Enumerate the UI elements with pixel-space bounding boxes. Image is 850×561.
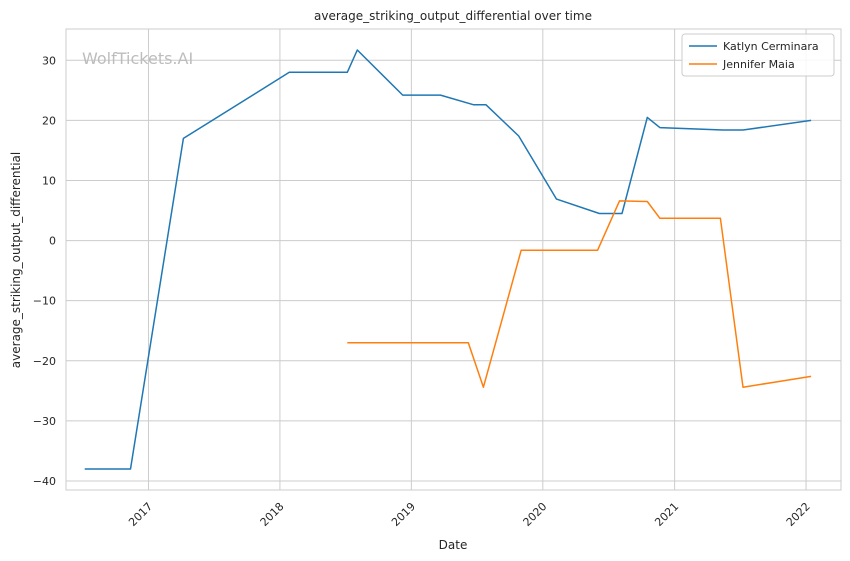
x-tick-label: 2017 [126, 500, 155, 529]
tick-labels: 30 20 10 0 −10 −20 −30 −40 2017 2018 2019 2020 2021 2… [33, 54, 813, 529]
x-tick-label: 2021 [652, 500, 681, 529]
y-tick-label: −40 [33, 475, 56, 488]
watermark: WolfTickets.AI [82, 49, 193, 68]
x-tick-label: 2020 [521, 500, 550, 529]
x-tick-label: 2019 [389, 500, 418, 529]
legend-label: Katlyn Cerminara [723, 40, 819, 53]
legend-box [681, 33, 835, 77]
series-lines [84, 49, 812, 470]
legend: Katlyn Cerminara Jennifer Maia [681, 33, 835, 77]
y-tick-label: −30 [33, 415, 56, 428]
y-tick-label: 0 [49, 235, 56, 248]
plot-frame [65, 28, 842, 491]
legend-label: Jennifer Maia [722, 58, 795, 71]
y-tick-label: 10 [42, 174, 56, 187]
series-line-0 [84, 49, 812, 470]
y-tick-label: 30 [42, 54, 56, 67]
y-axis-title: average_striking_output_differential [9, 152, 23, 368]
y-tick-label: 20 [42, 114, 56, 127]
chart-title: average_striking_output_differential ove… [314, 9, 592, 23]
x-tick-label: 2022 [784, 500, 813, 529]
y-tick-label: −10 [33, 295, 56, 308]
x-tick-label: 2018 [258, 500, 287, 529]
series-line-1 [347, 200, 812, 388]
y-tick-label: −20 [33, 355, 56, 368]
grid [66, 29, 841, 490]
x-axis-title: Date [439, 538, 468, 552]
